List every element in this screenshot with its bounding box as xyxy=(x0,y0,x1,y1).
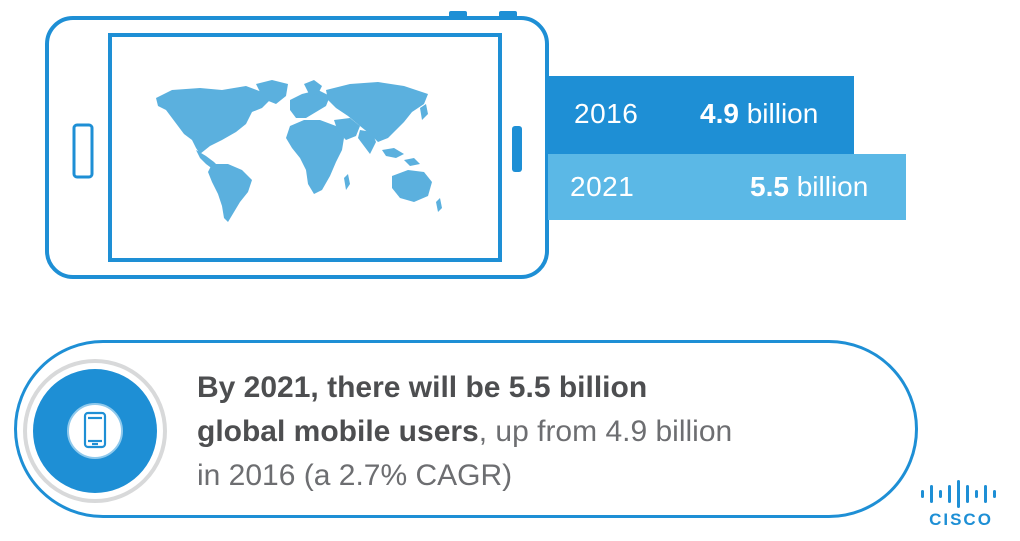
bar-2016: 2016 4.9 billion xyxy=(548,76,854,154)
bar-category-label: 2016 xyxy=(574,98,639,129)
callout-text: By 2021, there will be 5.5 billion globa… xyxy=(197,366,837,498)
bar-value-unit: billion xyxy=(796,171,869,202)
callout-line-3: in 2016 (a 2.7% CAGR) xyxy=(197,459,513,492)
bar-2021: 2021 5.5 billion xyxy=(548,154,906,220)
cisco-wordmark: CISCO xyxy=(929,510,993,529)
bar-value-number: 4.9 xyxy=(700,98,739,129)
bar-value-label: 5.5 billion xyxy=(750,171,868,203)
callout-line-2-bold: global mobile users xyxy=(197,415,479,448)
bar-category-label: 2021 xyxy=(570,171,635,202)
callout-line-2: global mobile users, up from 4.9 billion xyxy=(197,410,837,454)
callout-line-2-rest: , up from 4.9 billion xyxy=(478,415,733,448)
bar-value-unit: billion xyxy=(746,98,819,129)
world-map-icon xyxy=(156,80,442,222)
bar-value-number: 5.5 xyxy=(750,171,789,202)
callout-line-1: By 2021, there will be 5.5 billion xyxy=(197,371,648,404)
bar-value-label: 4.9 billion xyxy=(700,98,818,130)
cisco-logo xyxy=(921,480,996,508)
phone-speaker xyxy=(512,126,522,172)
phone-home-button xyxy=(72,123,94,179)
callout-phone-badge xyxy=(23,359,167,503)
smartphone-illustration xyxy=(45,11,549,279)
smartphone-icon xyxy=(83,411,107,449)
